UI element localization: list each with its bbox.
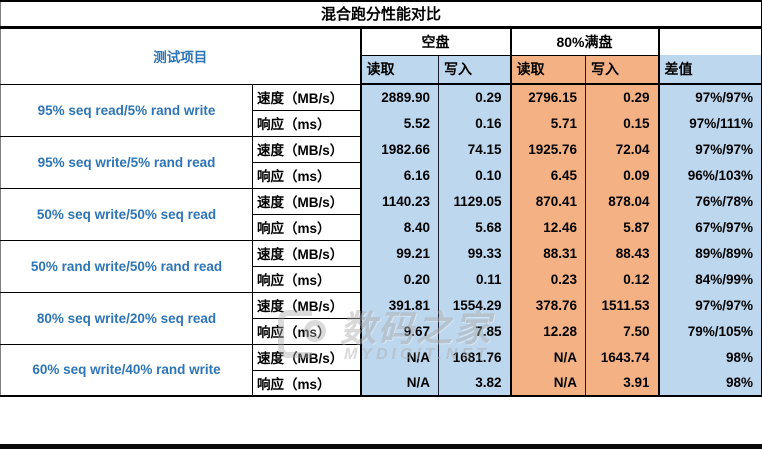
- value-cell: 88.31: [509, 240, 586, 266]
- value-cell: 74.15: [438, 136, 511, 162]
- metric-label-speed: 速度（MB/s）: [252, 187, 361, 214]
- diff-cell: 97%/97%: [657, 84, 762, 110]
- metric-label-response: 响应（ms）: [252, 369, 361, 396]
- value-cell: 2889.90: [359, 84, 439, 110]
- diff-cell: 84%/99%: [657, 266, 762, 292]
- value-cell: 0.29: [438, 84, 511, 110]
- value-cell: 8.40: [359, 214, 439, 240]
- column-header-full-write: 写入: [585, 55, 659, 85]
- diff-cell: 76%/78%: [657, 188, 762, 214]
- value-cell: N/A: [359, 370, 439, 396]
- diff-cell: 67%/97%: [657, 214, 762, 240]
- diff-cell: 98%: [657, 370, 762, 396]
- value-cell: 3.91: [585, 370, 659, 396]
- value-cell: 0.29: [585, 84, 659, 110]
- table-title: 混合跑分性能对比: [0, 1, 762, 29]
- metric-label-response: 响应（ms）: [252, 109, 361, 136]
- test-name: 80% seq write/20% seq read: [0, 291, 253, 344]
- value-cell: 1129.05: [438, 188, 511, 214]
- value-cell: 5.52: [359, 110, 439, 136]
- metric-label-speed: 速度（MB/s）: [252, 291, 361, 318]
- value-cell: 1140.23: [359, 188, 439, 214]
- diff-cell: 97%/97%: [657, 136, 762, 162]
- value-cell: 0.20: [359, 266, 439, 292]
- metric-label-speed: 速度（MB/s）: [252, 83, 361, 110]
- value-cell: 7.50: [585, 318, 659, 344]
- value-cell: N/A: [509, 370, 586, 396]
- value-cell: 6.16: [359, 162, 439, 188]
- value-cell: 12.28: [509, 318, 586, 344]
- diff-cell: 89%/89%: [657, 240, 762, 266]
- value-cell: 2796.15: [509, 84, 586, 110]
- value-cell: 12.46: [509, 214, 586, 240]
- value-cell: 870.41: [509, 188, 586, 214]
- metric-label-response: 响应（ms）: [252, 161, 361, 188]
- value-cell: 1681.76: [438, 344, 511, 370]
- column-header-diff-spacer: [657, 27, 762, 55]
- value-cell: 0.23: [509, 266, 586, 292]
- test-name: 95% seq read/5% rand write: [0, 83, 253, 136]
- test-name: 60% seq write/40% rand write: [0, 343, 253, 396]
- value-cell: 0.16: [438, 110, 511, 136]
- value-cell: 0.09: [585, 162, 659, 188]
- value-cell: 1925.76: [509, 136, 586, 162]
- value-cell: 6.45: [509, 162, 586, 188]
- diff-cell: 79%/105%: [657, 318, 762, 344]
- test-name: 50% seq write/50% seq read: [0, 187, 253, 240]
- benchmark-comparison-table: 混合跑分性能对比 测试项目 空盘 80%满盘 读取 写入 读取 写入 差值 95…: [0, 0, 762, 397]
- metric-label-speed: 速度（MB/s）: [252, 135, 361, 162]
- value-cell: 1982.66: [359, 136, 439, 162]
- metric-label-response: 响应（ms）: [252, 213, 361, 240]
- column-header-test-item: 测试项目: [0, 27, 361, 84]
- value-cell: 72.04: [585, 136, 659, 162]
- column-header-full-disk: 80%满盘: [509, 27, 659, 56]
- value-cell: 7.85: [438, 318, 511, 344]
- value-cell: 5.71: [509, 110, 586, 136]
- value-cell: 0.12: [585, 266, 659, 292]
- value-cell: N/A: [509, 344, 586, 370]
- value-cell: 9.67: [359, 318, 439, 344]
- value-cell: 1554.29: [438, 292, 511, 318]
- column-header-empty-disk: 空盘: [359, 27, 511, 56]
- value-cell: 5.68: [438, 214, 511, 240]
- diff-cell: 97%/111%: [657, 110, 762, 136]
- column-header-diff: 差值: [657, 55, 762, 85]
- bottom-divider: [0, 444, 762, 449]
- value-cell: 1511.53: [585, 292, 659, 318]
- test-name: 50% rand write/50% rand read: [0, 239, 253, 292]
- column-header-empty-read: 读取: [359, 55, 439, 85]
- metric-label-speed: 速度（MB/s）: [252, 343, 361, 370]
- metric-label-response: 响应（ms）: [252, 265, 361, 292]
- metric-label-speed: 速度（MB/s）: [252, 239, 361, 266]
- metric-label-response: 响应（ms）: [252, 317, 361, 344]
- value-cell: 99.21: [359, 240, 439, 266]
- value-cell: 3.82: [438, 370, 511, 396]
- value-cell: 99.33: [438, 240, 511, 266]
- diff-cell: 97%/97%: [657, 292, 762, 318]
- column-header-full-read: 读取: [509, 55, 586, 85]
- value-cell: 88.43: [585, 240, 659, 266]
- value-cell: 0.10: [438, 162, 511, 188]
- column-header-empty-write: 写入: [438, 55, 511, 85]
- test-name: 95% seq write/5% rand read: [0, 135, 253, 188]
- diff-cell: 96%/103%: [657, 162, 762, 188]
- value-cell: N/A: [359, 344, 439, 370]
- value-cell: 391.81: [359, 292, 439, 318]
- value-cell: 378.76: [509, 292, 586, 318]
- value-cell: 5.87: [585, 214, 659, 240]
- diff-cell: 98%: [657, 344, 762, 370]
- value-cell: 0.11: [438, 266, 511, 292]
- value-cell: 878.04: [585, 188, 659, 214]
- value-cell: 1643.74: [585, 344, 659, 370]
- value-cell: 0.15: [585, 110, 659, 136]
